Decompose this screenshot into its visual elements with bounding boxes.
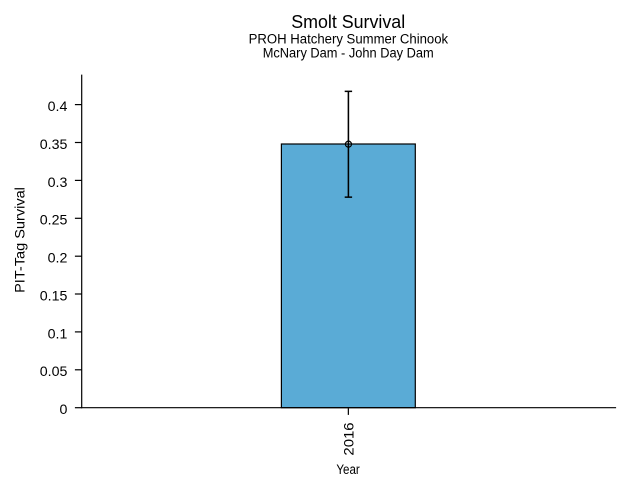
- svg-text:McNary Dam - John Day Dam: McNary Dam - John Day Dam: [263, 45, 434, 61]
- svg-text:0.15: 0.15: [40, 288, 68, 304]
- svg-text:Smolt Survival: Smolt Survival: [291, 11, 405, 32]
- svg-text:2016: 2016: [341, 422, 357, 455]
- svg-text:0.4: 0.4: [48, 99, 68, 115]
- svg-text:Year: Year: [336, 462, 360, 478]
- svg-text:PIT-Tag Survival: PIT-Tag Survival: [12, 187, 28, 293]
- svg-text:0.25: 0.25: [40, 213, 68, 229]
- svg-text:0.3: 0.3: [48, 175, 68, 191]
- svg-text:PROH Hatchery Summer Chinook: PROH Hatchery Summer Chinook: [249, 32, 449, 48]
- svg-text:0.1: 0.1: [48, 326, 68, 342]
- svg-text:0.2: 0.2: [48, 251, 68, 267]
- svg-text:0.05: 0.05: [40, 364, 68, 380]
- svg-text:0: 0: [60, 402, 68, 418]
- svg-text:0.35: 0.35: [40, 137, 68, 153]
